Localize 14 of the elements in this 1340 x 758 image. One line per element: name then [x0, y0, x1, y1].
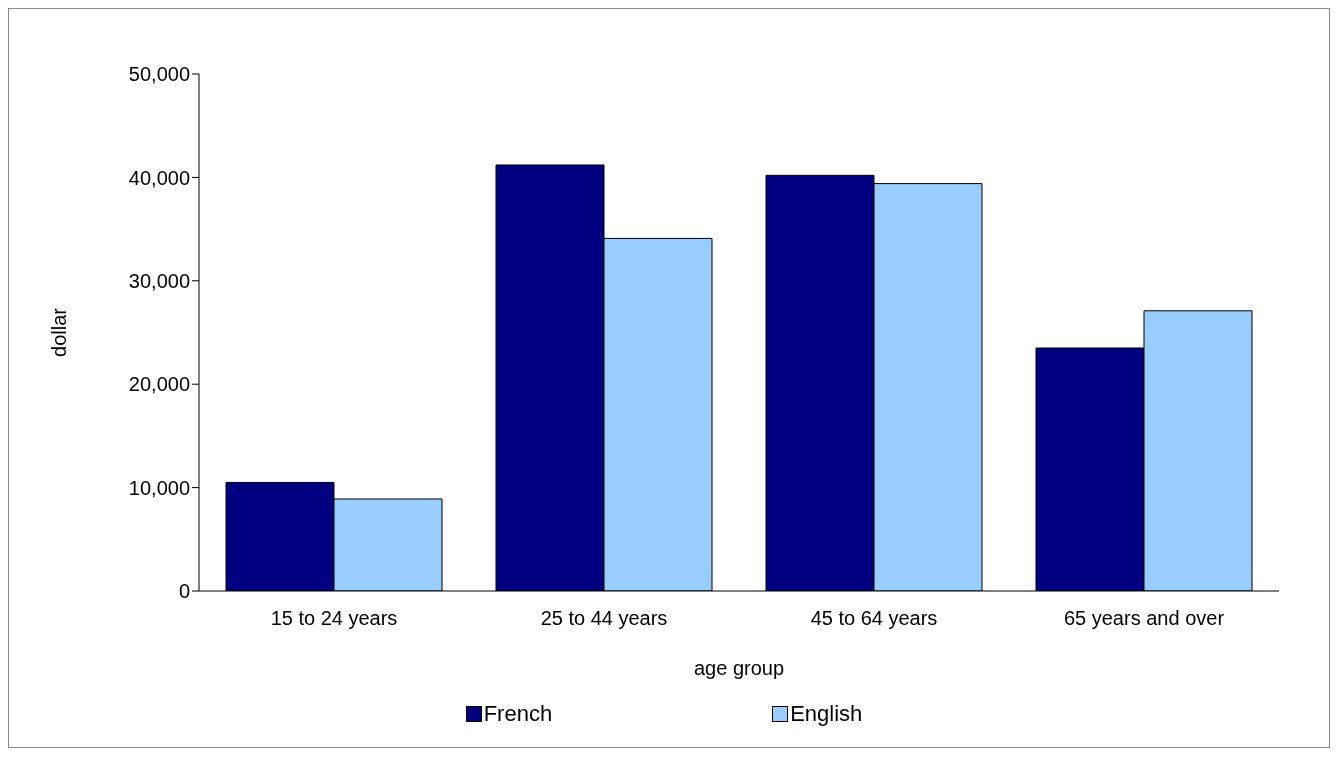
- y-axis-title: dollar: [48, 307, 71, 357]
- y-tick-label: 30,000: [128, 269, 190, 292]
- x-tick-label: 45 to 64 years: [810, 607, 938, 630]
- x-tick-label: 25 to 44 years: [540, 607, 668, 630]
- x-tick-label: 65 years and over: [1063, 607, 1225, 630]
- x-axis-title: age group: [693, 657, 785, 680]
- y-tick-label: 20,000: [128, 373, 190, 396]
- y-tick-label: 10,000: [128, 476, 190, 499]
- legend-label: English: [789, 701, 863, 727]
- y-tick-label: 40,000: [128, 166, 190, 189]
- y-tick-label: 0: [178, 580, 190, 603]
- legend-label: French: [482, 701, 553, 727]
- y-tick-label: 50,000: [128, 63, 190, 86]
- x-tick-label: 15 to 24 years: [270, 607, 398, 630]
